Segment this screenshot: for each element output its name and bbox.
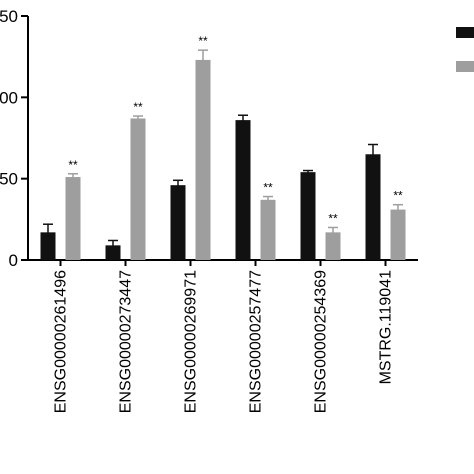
x-axis-categories: ENSG00000261496 ENSG00000273447 ENSG000002… <box>53 260 395 413</box>
bar <box>390 209 406 260</box>
significance-label: ** <box>328 211 338 225</box>
significance-label: ** <box>393 189 403 203</box>
significance-label: ** <box>133 100 143 114</box>
significance-label: ** <box>198 34 208 48</box>
legend-swatch <box>456 27 474 38</box>
significance-label: ** <box>68 158 78 172</box>
category-label: ENSG00000254369 <box>313 270 330 413</box>
bars: ** ** ** ** ** ** <box>40 34 406 261</box>
y-tick-label: 50 <box>0 170 18 189</box>
y-tick-label: 150 <box>0 7 18 26</box>
y-tick-label: 0 <box>9 251 18 270</box>
legend <box>456 27 474 72</box>
bar <box>325 232 341 260</box>
bar <box>195 59 211 260</box>
bar <box>130 118 146 260</box>
category-label: ENSG00000257477 <box>248 270 265 413</box>
bar <box>65 177 81 260</box>
category-label: ENSG00000269971 <box>183 270 200 413</box>
category-label: MSTRG.119041 <box>378 270 395 385</box>
bar <box>300 172 316 260</box>
bar <box>260 199 276 260</box>
bar <box>105 245 121 260</box>
bar <box>365 154 381 260</box>
significance-label: ** <box>263 181 273 195</box>
category-label: ENSG00000261496 <box>53 270 70 413</box>
category-label: ENSG00000273447 <box>118 270 135 413</box>
axes <box>27 16 418 261</box>
y-axis-ticks: 0 50 100 150 <box>0 7 28 270</box>
bar <box>235 120 251 261</box>
y-tick-label: 100 <box>0 88 18 107</box>
bar <box>40 232 56 260</box>
legend-swatch <box>456 61 474 72</box>
bar <box>170 185 186 260</box>
